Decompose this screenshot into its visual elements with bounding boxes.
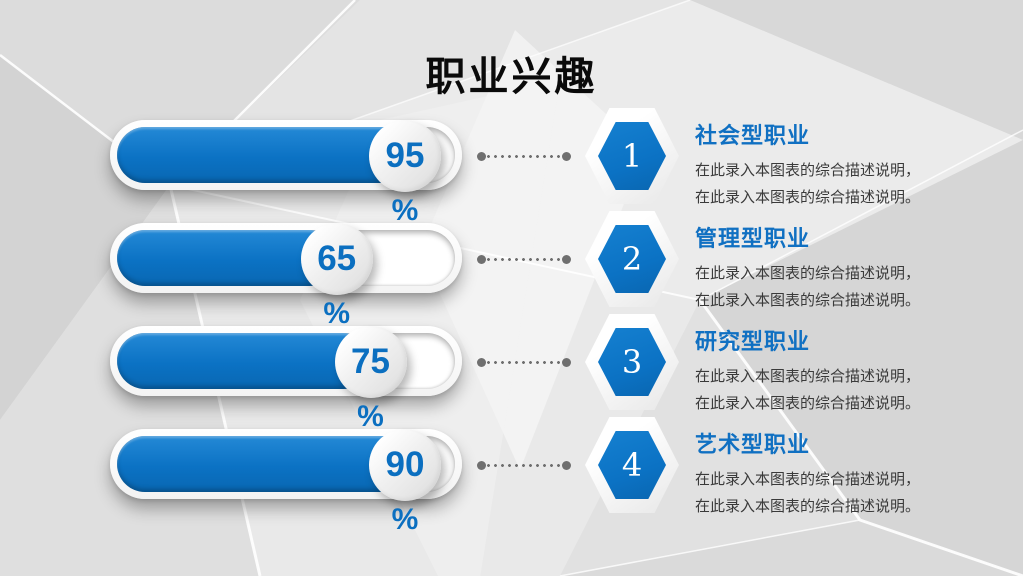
step-number: 1 (621, 137, 643, 175)
percent-unit: % (391, 503, 419, 536)
item-description: 在此录入本图表的综合描述说明， 在此录入本图表的综合描述说明。 (695, 157, 945, 211)
dotted-connector (477, 152, 571, 161)
connector-dot-right (562, 255, 571, 264)
connector-dot-left (477, 152, 486, 161)
desc-line-2: 在此录入本图表的综合描述说明。 (695, 189, 921, 206)
dotted-connector (477, 358, 571, 367)
desc-line-1: 在此录入本图表的综合描述说明， (695, 162, 921, 179)
percent-value: 95 (385, 136, 425, 175)
desc-line-1: 在此录入本图表的综合描述说明， (695, 471, 921, 488)
progress-bar-track: 90 % (110, 429, 462, 536)
progress-bar-track: 95 % (110, 120, 462, 227)
dotted-connector (477, 255, 571, 264)
desc-line-2: 在此录入本图表的综合描述说明。 (695, 292, 921, 309)
desc-line-1: 在此录入本图表的综合描述说明， (695, 368, 921, 385)
percent-value: 75 (351, 342, 390, 381)
connector-dot-left (477, 358, 486, 367)
progress-knob: 75 % (334, 326, 407, 434)
desc-line-2: 在此录入本图表的综合描述说明。 (695, 498, 921, 515)
connector-dots (485, 361, 563, 364)
item-text-block: 艺术型职业 在此录入本图表的综合描述说明， 在此录入本图表的综合描述说明。 (695, 427, 945, 520)
connector-dot-right (562, 461, 571, 470)
step-number: 3 (621, 343, 643, 381)
hexagon-badge: 4 (585, 417, 679, 513)
item-title: 研究型职业 (695, 329, 811, 354)
progress-bar-fill (117, 333, 371, 389)
item-text-block: 管理型职业 在此录入本图表的综合描述说明， 在此录入本图表的综合描述说明。 (695, 221, 945, 314)
progress-bar-fill (117, 230, 337, 286)
interest-row-2: 65 % 2 管理型职业 在此录入本图表的综合描述说明， 在此录入本图表的综合描… (0, 207, 1023, 330)
knob-circle: 90 (369, 429, 441, 501)
item-text-block: 研究型职业 在此录入本图表的综合描述说明， 在此录入本图表的综合描述说明。 (695, 324, 945, 417)
interest-row-1: 95 % 1 社会型职业 在此录入本图表的综合描述说明， 在此录入本图表的综合描… (0, 104, 1023, 227)
knob-circle: 75 (334, 326, 407, 398)
step-number: 4 (621, 446, 643, 484)
connector-dot-right (562, 358, 571, 367)
slide-title: 职业兴趣 (425, 55, 598, 99)
interest-row-4: 90 % 4 艺术型职业 在此录入本图表的综合描述说明， 在此录入本图表的综合描… (0, 413, 1023, 536)
connector-dots (485, 464, 563, 467)
progress-bar-groove: 95 % (117, 120, 455, 227)
hexagon-inner: 3 (598, 328, 666, 396)
progress-knob: 65 % (300, 223, 373, 331)
hexagon-badge: 2 (585, 211, 679, 307)
progress-bar-groove: 90 % (117, 429, 455, 536)
item-description: 在此录入本图表的综合描述说明， 在此录入本图表的综合描述说明。 (695, 363, 945, 417)
step-number: 2 (621, 240, 643, 278)
item-title: 艺术型职业 (695, 432, 811, 457)
interest-row-3: 75 % 3 研究型职业 在此录入本图表的综合描述说明， 在此录入本图表的综合描… (0, 310, 1023, 433)
progress-knob: 90 % (369, 429, 441, 537)
hexagon-inner: 2 (598, 225, 666, 293)
item-description: 在此录入本图表的综合描述说明， 在此录入本图表的综合描述说明。 (695, 260, 945, 314)
dotted-connector (477, 461, 571, 470)
progress-knob: 95 % (369, 120, 441, 228)
hexagon-inner: 1 (598, 122, 666, 190)
connector-dot-left (477, 461, 486, 470)
progress-bar-groove: 65 % (117, 223, 455, 330)
progress-bar-track: 75 % (110, 326, 462, 433)
connector-dot-right (562, 152, 571, 161)
knob-circle: 65 (300, 223, 373, 295)
percent-unit: % (357, 400, 384, 433)
hexagon-inner: 4 (598, 431, 666, 499)
desc-line-2: 在此录入本图表的综合描述说明。 (695, 395, 921, 412)
percent-value: 90 (385, 445, 425, 484)
percent-unit: % (323, 297, 351, 330)
progress-bar-groove: 75 % (117, 326, 455, 433)
item-description: 在此录入本图表的综合描述说明， 在此录入本图表的综合描述说明。 (695, 466, 945, 520)
percent-unit: % (391, 194, 419, 227)
connector-dots (485, 258, 563, 261)
progress-bar-track: 65 % (110, 223, 462, 330)
desc-line-1: 在此录入本图表的综合描述说明， (695, 265, 921, 282)
hexagon-badge: 1 (585, 108, 679, 204)
knob-circle: 95 (369, 120, 441, 192)
item-title: 管理型职业 (695, 226, 811, 251)
connector-dots (485, 155, 563, 158)
connector-dot-left (477, 255, 486, 264)
hexagon-badge: 3 (585, 314, 679, 410)
percent-value: 65 (317, 239, 357, 278)
item-title: 社会型职业 (695, 123, 811, 148)
item-text-block: 社会型职业 在此录入本图表的综合描述说明， 在此录入本图表的综合描述说明。 (695, 118, 945, 211)
